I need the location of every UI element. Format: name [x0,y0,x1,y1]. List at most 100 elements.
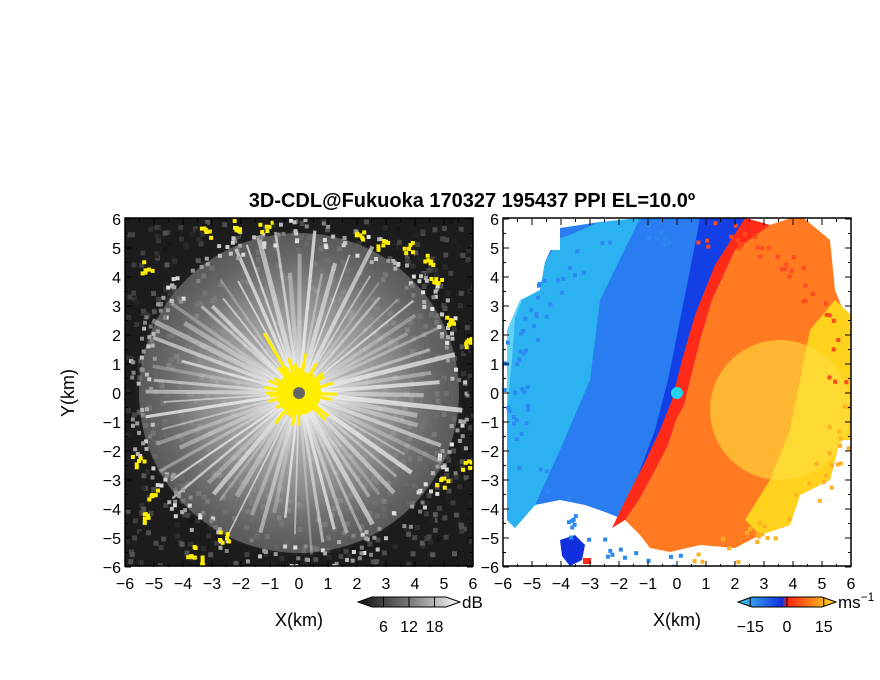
left-highlight-pixel [442,485,447,490]
left-highlight-pixel [376,244,381,249]
right-edge-pixel [803,283,808,288]
left-edge-pixel [334,561,339,566]
left-noise-pixel [457,484,463,490]
right-x-tick-label: −5 [523,576,541,593]
right-edge-pixel [838,461,843,466]
left-noise-pixel [415,242,421,247]
left-noise-pixel [414,525,420,530]
left-noise-pixel [134,299,140,305]
left-noise-pixel [445,290,451,296]
left-noise-pixel [143,317,149,323]
right-edge-pixel [573,273,577,278]
right-edge-pixel [838,443,843,448]
left-noise-pixel [179,541,185,547]
left-edge-pixel [423,276,428,281]
left-edge-pixel [439,334,444,339]
left-edge-pixel [421,290,426,295]
right-edge-pixel [745,530,749,535]
right-edge-pixel [507,408,512,413]
left-edge-pixel [148,434,152,439]
left-edge-pixel [460,434,465,439]
left-edge-pixel [423,482,428,487]
left-highlight-pixel [434,280,439,285]
left-highlight-pixel [439,478,444,483]
left-noise-pixel [188,541,194,547]
left-noise-pixel [295,219,301,224]
left-ray [258,392,301,534]
left-noise-pixel [125,538,130,544]
left-edge-pixel [171,472,176,477]
left-edge-pixel [165,308,170,313]
left-edge-pixel [345,558,349,562]
left-noise-pixel [426,534,432,540]
left-noise-pixel [440,236,446,242]
left-edge-pixel [375,547,380,552]
left-noise-pixel [185,512,191,518]
left-highlight-pixel [143,270,148,275]
left-highlight-pixel [218,538,223,542]
right-edge-pixel [524,348,529,353]
left-edge-pixel [210,516,215,521]
left-edge-pixel [435,491,440,496]
left-noise-pixel [446,488,452,494]
right-edge-pixel [524,421,529,426]
left-highlight-pixel [150,268,155,273]
right-edge-pixel [513,390,518,395]
left-highlight-pixel [145,513,150,518]
left-noise-pixel [244,552,250,558]
left-highlight-pixel [402,246,407,251]
right-edge-pixel [833,379,838,384]
left-noise-pixel [175,533,181,539]
left-highlight-pixel [189,554,194,559]
right-edge-pixel [600,241,605,246]
right-edge-pixel [608,240,613,245]
left-highlight-pixel [227,539,232,544]
left-highlight-pixel [142,517,147,521]
left-noise-pixel [132,540,138,546]
left-noise-pixel [270,223,276,228]
left-edge-pixel [450,336,455,341]
left-edge-pixel [289,218,293,223]
left-highlight-pixel [423,259,428,264]
right-edge-pixel [706,244,711,249]
left-edge-pixel [130,417,135,422]
left-noise-pixel [395,226,401,232]
left-edge-pixel [164,473,169,478]
left-noise-pixel [468,538,473,544]
left-noise-pixel [425,280,431,286]
right-edge-pixel [608,548,613,553]
right-edge-pixel [506,405,511,410]
left-edge-pixel [262,244,267,249]
right-edge-pixel [570,525,575,530]
left-edge-pixel [429,489,433,494]
right-edge-pixel [646,558,651,563]
left-noise-pixel [139,510,145,516]
left-edge-pixel [341,243,346,248]
left-ray [297,392,313,555]
left-noise-pixel [456,243,462,249]
right-edge-pixel [514,437,519,442]
left-noise-pixel [413,250,419,256]
left-highlight-pixel [192,545,197,549]
right-edge-pixel [713,221,718,226]
left-highlight-pixel [463,460,468,465]
left-noise-pixel [458,226,464,232]
right-white-notch [508,218,560,250]
left-edge-pixel [438,453,442,458]
left-edge-pixel [440,332,445,337]
left-highlight-pixel [386,240,391,245]
right-negative-outer [507,218,640,528]
left-highlight-pixel [429,277,434,281]
right-edge-pixel [736,560,741,565]
left-edge-pixel [449,424,454,428]
left-highlight-pixel [203,228,208,232]
right-edge-pixel [793,492,798,497]
right-edge-pixel [544,469,549,474]
right-edge-pixel [737,242,742,246]
left-noise-pixel [154,251,160,257]
left-edge-pixel [136,381,141,386]
left-edge-pixel [241,252,246,257]
left-noise-pixel [127,294,133,300]
left-edge-pixel [450,376,455,381]
left-y-tick-label: 4 [112,270,121,287]
